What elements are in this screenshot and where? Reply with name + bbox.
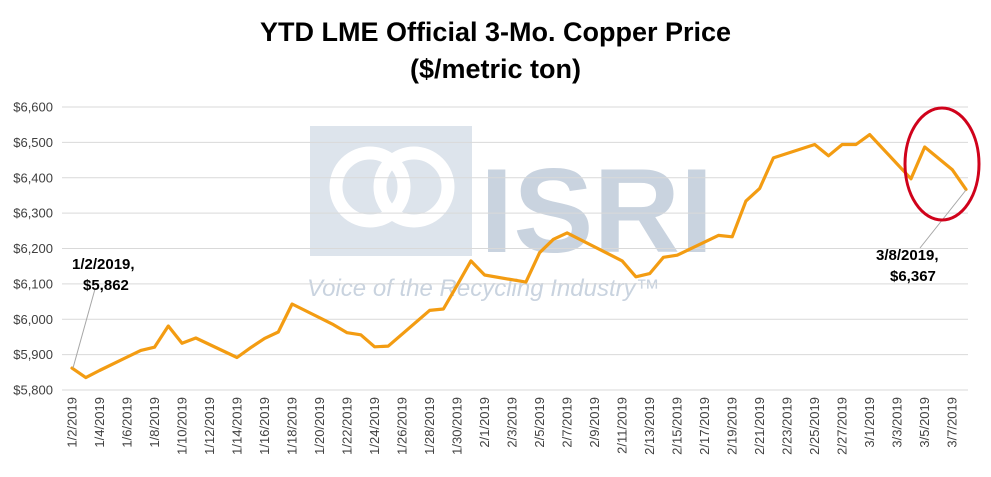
x-tick-label: 1/10/2019 [175, 397, 190, 455]
y-tick-label: $6,000 [13, 312, 53, 327]
start-callout-line [72, 288, 96, 369]
x-tick-label: 1/24/2019 [367, 397, 382, 455]
x-tick-label: 1/12/2019 [202, 397, 217, 455]
x-tick-label: 2/5/2019 [532, 397, 547, 448]
x-tick-label: 1/6/2019 [120, 397, 135, 448]
x-tick-label: 1/20/2019 [312, 397, 327, 455]
x-tick-label: 1/4/2019 [92, 397, 107, 448]
y-tick-label: $6,500 [13, 135, 53, 150]
x-tick-label: 2/9/2019 [587, 397, 602, 448]
x-tick-label: 3/5/2019 [917, 397, 932, 448]
y-tick-label: $6,600 [13, 100, 53, 115]
watermark-logo-rings [329, 146, 455, 228]
end-annotation-date: 3/8/2019, [876, 247, 939, 264]
chart-title-line-2: ($/metric ton) [409, 54, 582, 84]
x-tick-label: 1/22/2019 [340, 397, 355, 455]
chart-title-line-1: YTD LME Official 3-Mo. Copper Price [259, 17, 732, 47]
gridlines [62, 106, 968, 391]
y-tick-label: $5,900 [13, 347, 53, 362]
end-annotation-value: $6,367 [890, 268, 936, 285]
x-tick-label: 2/21/2019 [752, 397, 767, 455]
y-tick-label: $6,300 [13, 206, 53, 221]
x-tick-label: 2/13/2019 [642, 397, 657, 455]
x-tick-label: 1/30/2019 [450, 397, 465, 455]
x-tick-label: 2/3/2019 [505, 397, 520, 448]
x-tick-label: 3/1/2019 [862, 397, 877, 448]
watermark-tagline: Voice of the Recycling Industry™ [307, 275, 660, 302]
y-tick-label: $6,100 [13, 276, 53, 291]
x-tick-label: 3/7/2019 [945, 397, 960, 448]
watermark: ISRI Voice of the Recycling Industry™ [307, 126, 713, 302]
x-tick-label: 1/2/2019 [65, 397, 80, 448]
highlight-circle [903, 106, 981, 222]
x-tick-label: 2/27/2019 [835, 397, 850, 455]
y-tick-label: $5,800 [13, 383, 53, 398]
x-tick-label: 1/26/2019 [395, 397, 410, 455]
x-tick-label: 1/14/2019 [230, 397, 245, 455]
x-tick-label: 2/11/2019 [615, 397, 630, 454]
x-tick-label: 2/15/2019 [670, 397, 685, 455]
y-tick-label: $6,200 [13, 241, 53, 256]
x-tick-label: 2/17/2019 [697, 397, 712, 455]
copper-price-line [70, 133, 968, 380]
x-tick-label: 1/8/2019 [147, 397, 162, 448]
start-annotation-date: 1/2/2019, [72, 256, 135, 273]
x-tick-label: 3/3/2019 [890, 397, 905, 448]
y-tick-label: $6,400 [13, 170, 53, 185]
x-tick-label: 2/1/2019 [477, 397, 492, 448]
x-tick-label: 2/7/2019 [560, 397, 575, 448]
x-tick-label: 2/19/2019 [725, 397, 740, 455]
x-axis-tick-labels: 1/2/2019 1/4/2019 1/6/2019 1/8/2019 1/10/201… [65, 397, 960, 455]
watermark-logo-text: ISRI [480, 144, 713, 278]
y-axis-tick-labels: $5,800 $5,900 $6,000 $6,100 $6,200 $6,300 $6,4… [13, 100, 53, 398]
x-tick-label: 1/28/2019 [422, 397, 437, 455]
x-tick-label: 1/16/2019 [257, 397, 272, 455]
x-tick-label: 1/18/2019 [285, 397, 300, 455]
x-tick-label: 2/23/2019 [780, 397, 795, 455]
start-annotation-value: $5,862 [83, 277, 129, 294]
x-tick-label: 2/25/2019 [807, 397, 822, 455]
